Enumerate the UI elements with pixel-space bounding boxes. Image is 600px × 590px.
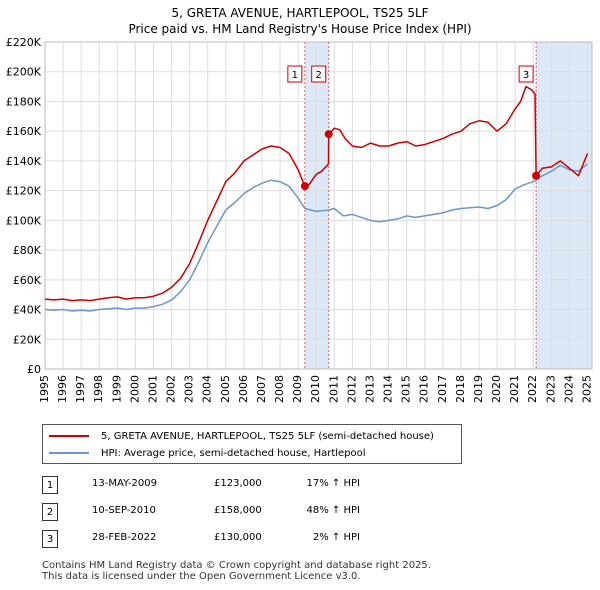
marker-label: 3: [523, 70, 529, 81]
x-tick-label: 2020: [490, 375, 503, 403]
x-tick-label: 2009: [291, 375, 304, 403]
x-tick-label: 2005: [219, 375, 232, 403]
footer-line-licence: This data is licensed under the Open Gov…: [42, 571, 361, 582]
x-tick-label: 2001: [146, 375, 159, 403]
y-tick-label: £60K: [13, 274, 42, 287]
sale-date: 13-MAY-2009: [92, 478, 158, 489]
hpi-line: [44, 163, 588, 312]
x-tick-label: 2010: [309, 375, 322, 403]
x-tick-label: 2019: [472, 375, 485, 403]
sale-price: £123,000: [214, 478, 262, 489]
x-tick-label: 1997: [74, 375, 87, 403]
y-tick-label: £20K: [13, 333, 42, 346]
x-tick-label: 2012: [345, 375, 358, 403]
legend-swatch-hpi: [49, 452, 89, 454]
sale-point: [300, 182, 309, 191]
chart-subtitle: Price paid vs. HM Land Registry's House …: [128, 22, 472, 36]
plot-border: [44, 41, 593, 370]
sale-point: [532, 171, 541, 180]
x-tick-label: 2021: [508, 375, 521, 403]
sale-number-badge: 1: [42, 476, 58, 494]
chart-legend: 5, GRETA AVENUE, HARTLEPOOL, TS25 5LF (s…: [42, 424, 462, 464]
x-tick-label: 2016: [418, 375, 431, 403]
price-paid-line: [44, 85, 589, 302]
legend-swatch-price: [49, 435, 89, 437]
x-tick-label: 2004: [201, 375, 214, 403]
y-tick-label: £220K: [6, 36, 42, 49]
x-tick-label: 2006: [237, 375, 250, 403]
y-tick-label: £140K: [6, 155, 42, 168]
footer-attribution: Contains HM Land Registry data © Crown c…: [42, 560, 431, 582]
x-tick-label: 2024: [562, 375, 575, 403]
legend-item-hpi: HPI: Average price, semi-detached house,…: [49, 445, 366, 461]
x-tick-label: 2014: [382, 375, 395, 403]
x-tick-label: 1999: [110, 375, 123, 403]
shaded-period: [536, 42, 592, 369]
x-tick-label: 2007: [255, 375, 268, 403]
x-tick-label: 1998: [92, 375, 105, 403]
y-tick-label: £40K: [13, 304, 42, 317]
x-tick-label: 2011: [327, 375, 340, 403]
x-tick-label: 2018: [454, 375, 467, 403]
y-tick-label: £0: [27, 363, 41, 376]
sale-date: 28-FEB-2022: [92, 532, 157, 543]
x-tick-label: 2022: [526, 375, 539, 403]
y-tick-label: £200K: [6, 66, 42, 79]
legend-label-hpi: HPI: Average price, semi-detached house,…: [101, 447, 366, 459]
price-chart: £0 £20K £40K £60K £80K £100K £120K £140K £160K £1…: [6, 36, 594, 403]
y-tick-label: £80K: [13, 244, 42, 257]
x-tick-label: 1996: [56, 375, 69, 403]
x-tick-label: 1995: [38, 375, 51, 403]
sale-price: £130,000: [214, 532, 262, 543]
sale-number-badge: 2: [42, 503, 58, 521]
sale-price: £158,000: [214, 505, 262, 516]
x-tick-label: 2008: [273, 375, 286, 403]
x-tick-label: 2025: [580, 375, 593, 403]
x-tick-label: 2013: [363, 375, 376, 403]
x-tick-label: 2000: [128, 375, 141, 403]
sale-number-badge: 3: [42, 530, 58, 548]
marker-label: 2: [316, 70, 322, 81]
sale-hpi-change: 2% ↑ HPI: [312, 532, 360, 543]
sale-date: 10-SEP-2010: [92, 505, 156, 516]
marker-label-box: [518, 65, 534, 83]
legend-label-price: 5, GRETA AVENUE, HARTLEPOOL, TS25 5LF (s…: [101, 430, 434, 442]
x-tick-label: 2015: [400, 375, 413, 403]
y-tick-label: £100K: [6, 214, 42, 227]
y-tick-label: £120K: [6, 185, 42, 198]
marker-label: 1: [292, 70, 298, 81]
marker-label-box: [287, 65, 303, 83]
footer-line-copyright: Contains HM Land Registry data © Crown c…: [42, 560, 431, 571]
sale-hpi-change: 48% ↑ HPI: [306, 505, 360, 516]
legend-item-price: 5, GRETA AVENUE, HARTLEPOOL, TS25 5LF (s…: [49, 428, 434, 444]
x-tick-label: 2017: [436, 375, 449, 403]
marker-label-box: [311, 65, 327, 83]
y-tick-label: £160K: [6, 125, 42, 138]
sale-point: [324, 130, 333, 139]
x-tick-label: 2002: [165, 375, 178, 403]
chart-title: 5, GRETA AVENUE, HARTLEPOOL, TS25 5LF: [171, 6, 429, 20]
sale-hpi-change: 17% ↑ HPI: [306, 478, 360, 489]
x-tick-label: 2023: [544, 375, 557, 403]
x-tick-label: 2003: [183, 375, 196, 403]
shaded-period: [304, 42, 329, 369]
y-tick-label: £180K: [6, 95, 42, 108]
